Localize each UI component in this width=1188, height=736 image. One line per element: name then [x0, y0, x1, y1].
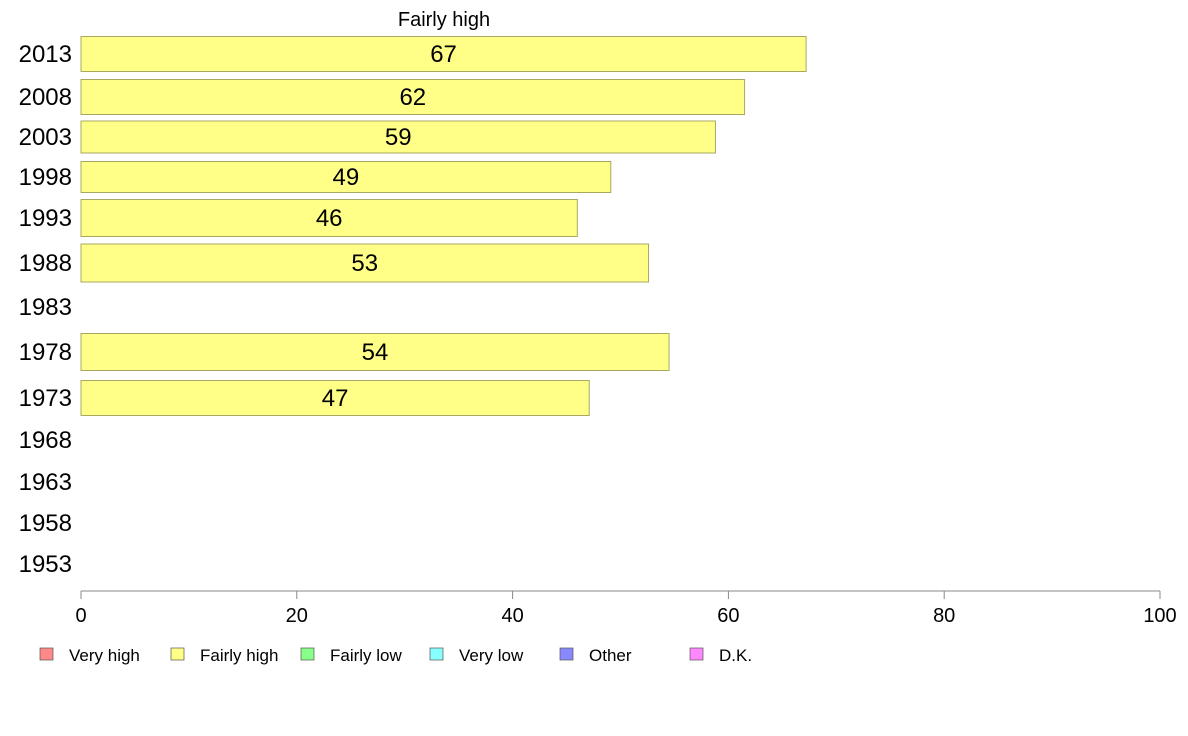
bar-1998 [80, 161, 612, 193]
legend-label-d-k: D.K. [719, 646, 752, 665]
year-label-2003: 2003 [19, 124, 72, 151]
x-tick-label-80: 80 [933, 605, 955, 627]
legend-label-very-high: Very high [69, 646, 140, 665]
x-tick-label-60: 60 [717, 605, 739, 627]
legend-swatch-other [559, 647, 574, 661]
data-label-1993: 46 [316, 205, 343, 232]
legend-swatch-very-low [429, 647, 444, 661]
bar-2003 [80, 120, 716, 154]
legend: Very high Fairly high Fairly low Very low Ot… [39, 646, 752, 665]
year-label-1988: 1988 [19, 250, 72, 277]
bar-2008 [80, 79, 746, 115]
year-label-2008: 2008 [19, 84, 72, 111]
bar-1978 [80, 333, 670, 371]
data-label-1988: 53 [351, 250, 378, 277]
data-label-2013: 67 [430, 41, 457, 68]
x-axis: 0 20 40 60 80 100 [75, 590, 1177, 627]
year-label-1983: 1983 [19, 294, 72, 321]
x-tick-label-0: 0 [75, 605, 86, 627]
bar-1993 [80, 199, 578, 237]
x-tick-label-100: 100 [1143, 605, 1176, 627]
data-label-1998: 49 [333, 164, 360, 191]
bar-1988 [80, 243, 650, 283]
year-label-1968: 1968 [19, 427, 72, 454]
legend-swatch-fairly-low [300, 647, 315, 661]
legend-swatch-d-k [689, 647, 704, 661]
legend-label-other: Other [589, 646, 632, 665]
year-label-1978: 1978 [19, 339, 72, 366]
data-label-2003: 59 [385, 124, 412, 151]
chart-title: Fairly high [398, 9, 490, 31]
x-tick-label-20: 20 [286, 605, 308, 627]
legend-label-fairly-low: Fairly low [330, 646, 403, 665]
year-labels: 2013 2008 2003 1998 1993 1988 1983 1978 1973 1968… [19, 41, 72, 578]
bar-1973 [80, 380, 590, 416]
year-label-2013: 2013 [19, 41, 72, 68]
bar-2013 [80, 36, 807, 72]
data-label-1978: 54 [362, 339, 389, 366]
legend-swatch-very-high [39, 647, 54, 661]
year-label-1973: 1973 [19, 385, 72, 412]
legend-label-fairly-high: Fairly high [200, 646, 278, 665]
year-label-1993: 1993 [19, 205, 72, 232]
x-tick-label-40: 40 [501, 605, 523, 627]
year-label-1958: 1958 [19, 510, 72, 537]
year-label-1963: 1963 [19, 469, 72, 496]
legend-swatch-fairly-high [170, 647, 185, 661]
year-label-1998: 1998 [19, 164, 72, 191]
year-label-1953: 1953 [19, 551, 72, 578]
data-label-2008: 62 [399, 84, 426, 111]
data-label-1973: 47 [322, 385, 349, 412]
legend-label-very-low: Very low [459, 646, 524, 665]
